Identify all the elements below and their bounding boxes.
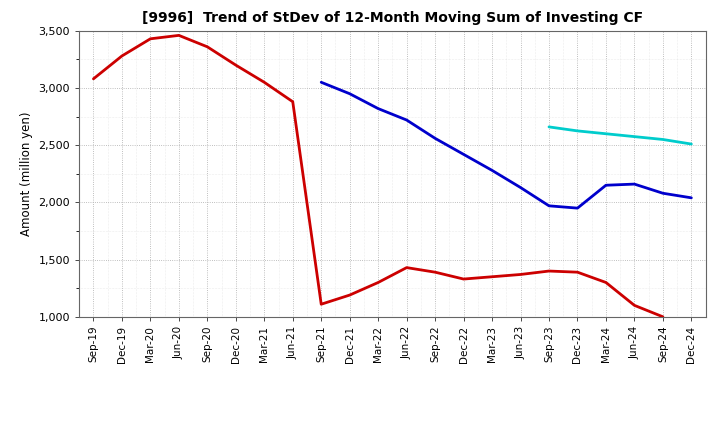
Line: 7 Years: 7 Years <box>549 127 691 144</box>
5 Years <box>687 195 696 201</box>
3 Years <box>573 270 582 275</box>
7 Years <box>602 131 611 136</box>
5 Years <box>346 91 354 96</box>
Legend: 3 Years, 5 Years, 7 Years, 10 Years: 3 Years, 5 Years, 7 Years, 10 Years <box>183 436 602 440</box>
7 Years <box>659 137 667 142</box>
3 Years <box>630 303 639 308</box>
5 Years <box>402 117 411 123</box>
7 Years <box>630 134 639 139</box>
3 Years <box>545 268 554 274</box>
3 Years <box>260 80 269 85</box>
7 Years <box>573 128 582 133</box>
7 Years <box>545 124 554 129</box>
Title: [9996]  Trend of StDev of 12-Month Moving Sum of Investing CF: [9996] Trend of StDev of 12-Month Moving… <box>142 11 643 26</box>
3 Years <box>346 293 354 298</box>
3 Years <box>659 314 667 319</box>
3 Years <box>174 33 183 38</box>
Y-axis label: Amount (million yen): Amount (million yen) <box>20 112 33 236</box>
7 Years <box>687 141 696 147</box>
5 Years <box>459 152 468 157</box>
3 Years <box>289 99 297 104</box>
5 Years <box>630 181 639 187</box>
5 Years <box>659 191 667 196</box>
5 Years <box>374 106 382 111</box>
3 Years <box>146 36 155 41</box>
Line: 5 Years: 5 Years <box>321 82 691 208</box>
3 Years <box>602 280 611 285</box>
5 Years <box>431 136 439 141</box>
5 Years <box>317 80 325 85</box>
3 Years <box>374 280 382 285</box>
3 Years <box>402 265 411 270</box>
3 Years <box>232 62 240 68</box>
3 Years <box>89 76 98 81</box>
5 Years <box>602 183 611 188</box>
3 Years <box>459 276 468 282</box>
5 Years <box>545 203 554 209</box>
3 Years <box>317 301 325 307</box>
5 Years <box>573 205 582 211</box>
3 Years <box>516 272 525 277</box>
3 Years <box>431 270 439 275</box>
5 Years <box>487 168 496 173</box>
3 Years <box>117 53 126 59</box>
Line: 3 Years: 3 Years <box>94 35 663 317</box>
5 Years <box>516 185 525 190</box>
3 Years <box>203 44 212 49</box>
3 Years <box>487 274 496 279</box>
